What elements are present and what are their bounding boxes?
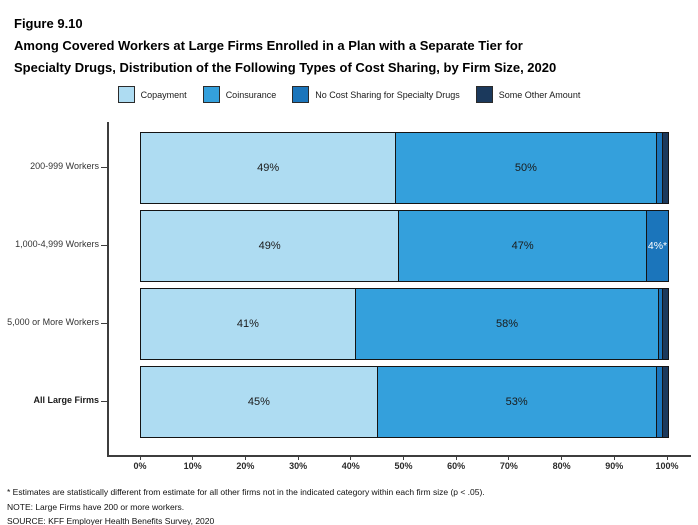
legend-label: Coinsurance (225, 89, 277, 100)
x-axis-tick-label: 80% (552, 461, 571, 471)
x-axis-tick-label: 90% (605, 461, 624, 471)
footnotes: * Estimates are statistically different … (7, 485, 485, 525)
x-axis-line (107, 455, 691, 457)
legend-item-no-cost-sharing-for-specialty-drugs: No Cost Sharing for Specialty Drugs (292, 86, 460, 103)
chart-title-line1: Among Covered Workers at Large Firms Enr… (14, 38, 523, 53)
y-axis-tick (101, 323, 107, 324)
x-axis-tick-label: 20% (236, 461, 255, 471)
bar-segment-coinsurance: 53% (376, 367, 656, 437)
x-axis-tick (455, 456, 457, 460)
y-axis-line (107, 122, 109, 456)
x-axis-tick (403, 456, 404, 460)
bar-segment-value: 58% (495, 317, 518, 330)
footnote-note: NOTE: Large Firms have 200 or more worke… (7, 501, 185, 512)
bar-segment-value: 49% (257, 161, 280, 174)
bar-segment-no-cost-sharing-for-specialty-drugs (655, 367, 662, 437)
y-axis-tick (101, 245, 107, 246)
y-axis-label-200-999-workers: 200-999 Workers (30, 161, 99, 171)
x-axis-tick-label: 50% (394, 461, 413, 471)
bar-segment-some-other-amount (661, 133, 668, 203)
legend-label: Copayment (140, 89, 187, 100)
bar-segment-value: 47% (511, 239, 534, 252)
x-axis-tick-label: 10% (183, 461, 202, 471)
legend-item-copayment: Copayment (117, 86, 187, 103)
figure-number: Figure 9.10 (14, 16, 83, 31)
x-axis-tick (350, 456, 352, 460)
x-axis-tick-label: 40% (341, 461, 360, 471)
x-axis-tick-label: 70% (499, 461, 518, 471)
legend-swatch-icon (117, 86, 135, 103)
bar-segment-some-other-amount (661, 289, 668, 359)
x-axis-tick-label: 30% (289, 461, 308, 471)
legend-label: No Cost Sharing for Specialty Drugs (315, 89, 460, 100)
bar-segment-copayment: 41% (141, 289, 355, 359)
x-axis-tick (508, 456, 510, 460)
bar-segment-coinsurance: 58% (354, 289, 659, 359)
bar-segment-coinsurance: 47% (398, 211, 646, 281)
footnote-asterisk: * Estimates are statistically different … (7, 487, 485, 497)
bar-row-all-large-firms: 45% 53% (140, 366, 669, 438)
legend-swatch-icon (292, 86, 310, 103)
legend-item-coinsurance: Coinsurance (202, 86, 277, 103)
bar-segment-no-cost-sharing-for-specialty-drugs (658, 289, 662, 359)
legend-swatch-icon (202, 86, 220, 103)
bar-segment-no-cost-sharing-for-specialty-drugs (655, 133, 662, 203)
y-axis-label-5-000-or-more-workers: 5,000 or More Workers (7, 317, 99, 327)
x-axis-tick (139, 456, 141, 460)
x-axis-tick (561, 456, 563, 460)
bar-segment-value: 49% (258, 239, 281, 252)
x-axis-tick (666, 456, 668, 460)
bar-row-1-000-4-999-workers: 49% 47% 4%* (140, 210, 669, 282)
x-axis-tick (244, 456, 246, 460)
x-axis-tick-label: 60% (447, 461, 466, 471)
bar-segment-some-other-amount (661, 367, 668, 437)
x-axis-tick-label: 100% (655, 461, 679, 471)
legend-swatch-icon (475, 86, 493, 103)
x-axis-tick (613, 456, 615, 460)
bar-segment-value: 41% (236, 317, 259, 330)
bar-segment-value: 4%* (647, 239, 668, 252)
bar-segment-value: 45% (247, 395, 270, 408)
bar-segment-coinsurance: 50% (395, 133, 656, 203)
bar-segment-copayment: 49% (141, 211, 399, 281)
bar-segment-value: 53% (505, 395, 528, 408)
y-axis-tick (101, 401, 107, 402)
bar-row-5-000-or-more-workers: 41% 58% (140, 288, 669, 360)
y-axis-label-1-000-4-999-workers: 1,000-4,999 Workers (15, 239, 99, 249)
bar-segment-copayment: 49% (141, 133, 396, 203)
x-axis-tick (192, 456, 194, 460)
y-axis-tick (101, 167, 107, 168)
bar-segment-value: 50% (514, 161, 537, 174)
bar-segment-no-cost-sharing-for-specialty-drugs: 4%* (646, 211, 668, 281)
bar-row-200-999-workers: 49% 50% (140, 132, 669, 204)
chart-title-line2: Specialty Drugs, Distribution of the Fol… (14, 60, 557, 75)
chart-legend: Copayment Coinsurance No Cost Sharing for … (0, 86, 698, 103)
footnote-source: SOURCE: KFF Employer Health Benefits Sur… (7, 516, 215, 525)
x-axis-tick-label: 0% (133, 461, 147, 471)
legend-item-some-other-amount: Some Other Amount (475, 86, 581, 103)
bar-segment-copayment: 45% (141, 367, 377, 437)
y-axis-label-all-large-firms: All Large Firms (33, 395, 99, 405)
legend-label: Some Other Amount (498, 89, 581, 100)
x-axis-tick (297, 456, 299, 460)
